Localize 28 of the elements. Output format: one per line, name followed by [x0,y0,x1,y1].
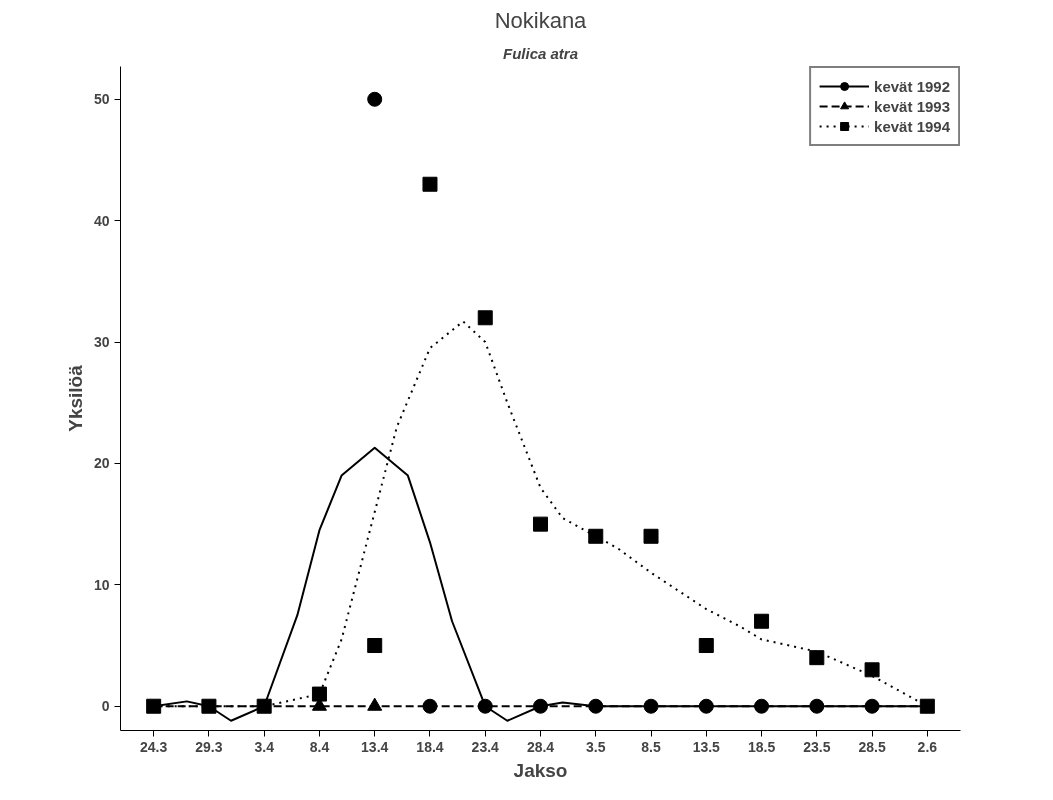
x-tick-label: 29.3 [195,738,223,755]
x-tick-label: 8.5 [641,738,661,755]
chart-subtitle: Fulica atra [502,44,579,62]
x-tick-label: 8.4 [309,738,330,755]
legend-label: kevät 1992 [874,77,950,95]
x-tick-label: 24.3 [140,738,168,755]
legend-label: kevät 1993 [874,97,950,115]
y-axis-title: Yksilöä [64,364,86,432]
x-tick-label: 13.4 [361,738,389,755]
x-tick-label: 3.4 [254,738,275,755]
y-tick-label: 40 [93,212,110,229]
y-tick-label: 10 [93,576,110,593]
legend-label: kevät 1994 [874,117,950,135]
x-tick-label: 2.6 [917,738,938,755]
x-tick-label: 18.5 [747,738,776,755]
y-tick-label: 0 [101,698,110,715]
y-tick-label: 30 [93,334,110,351]
chart-title: Nokikana [494,7,588,33]
x-tick-label: 3.5 [586,738,606,755]
y-tick-label: 20 [93,455,110,472]
x-tick-label: 13.5 [692,738,721,755]
x-tick-label: 28.4 [526,738,555,755]
x-tick-label: 28.5 [858,738,886,755]
y-tick-label: 50 [93,91,110,108]
x-tick-label: 18.4 [416,738,444,755]
x-tick-label: 23.5 [803,738,831,755]
x-tick-label: 23.4 [471,738,500,755]
x-axis-title: Jakso [513,759,568,781]
